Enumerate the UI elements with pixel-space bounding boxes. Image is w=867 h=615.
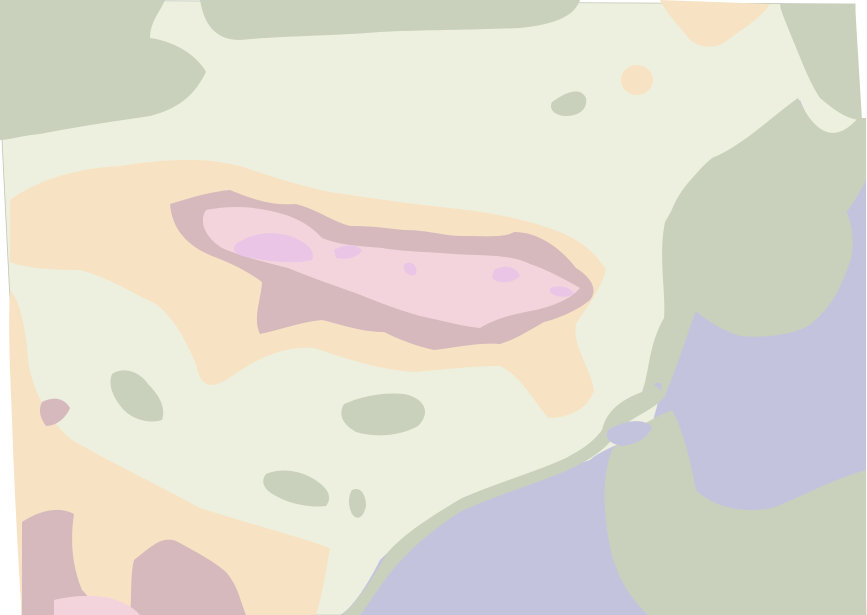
coastal-low-southeast	[604, 410, 866, 615]
upland-southwest	[9, 290, 331, 615]
basin-east	[550, 91, 587, 116]
summit-1	[233, 233, 313, 263]
basin-center	[341, 393, 426, 436]
coastal-low-northwest	[0, 0, 206, 140]
basin-south-2	[349, 488, 366, 518]
coastal-low-block	[666, 150, 853, 337]
plateau-southwest	[54, 595, 140, 615]
high-plateau	[202, 207, 580, 328]
summit-2	[334, 245, 362, 259]
summit-4	[492, 266, 520, 283]
highland-southwest-1	[22, 509, 104, 615]
lake-1	[606, 421, 652, 446]
basin-south-1	[263, 470, 330, 507]
highland-southwest-3	[39, 398, 70, 426]
highland-southwest-2	[130, 539, 246, 615]
upland-north-1	[660, 0, 770, 47]
upland-north-2	[621, 65, 653, 95]
coastal-low-northeast	[780, 4, 862, 120]
summit-5	[550, 286, 574, 297]
lake-2	[654, 382, 662, 390]
basin-west	[110, 370, 164, 422]
coastal-low-north	[200, 0, 580, 40]
summit-3	[403, 262, 417, 276]
